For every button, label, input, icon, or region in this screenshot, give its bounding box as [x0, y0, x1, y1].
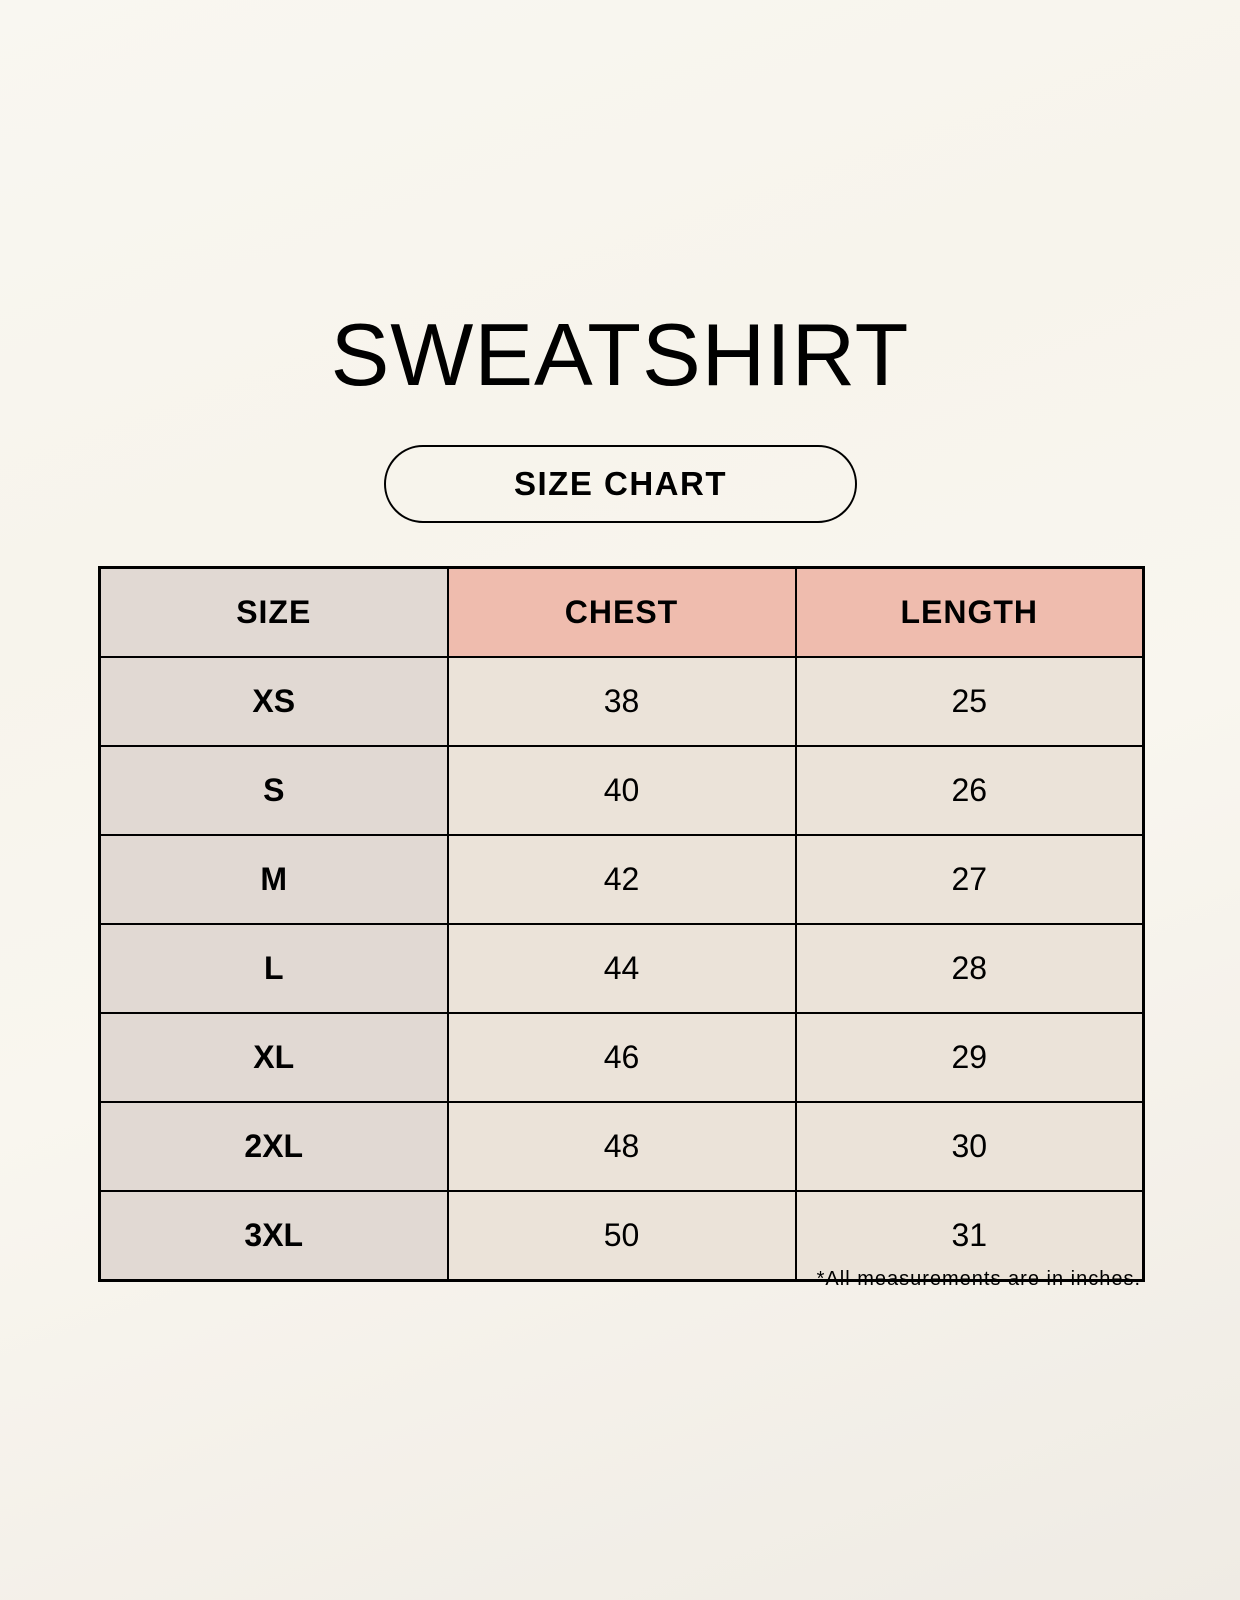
subtitle: SIZE CHART — [514, 465, 727, 502]
cell-chest: 50 — [446, 1190, 797, 1282]
cell-length: 29 — [794, 1012, 1145, 1103]
table-row: XS 38 25 — [98, 656, 1145, 747]
page-title: SWEATSHIRT — [330, 305, 910, 404]
cell-chest: 42 — [446, 834, 797, 925]
header-length: LENGTH — [794, 566, 1145, 658]
cell-chest: 48 — [446, 1101, 797, 1192]
table-row: L 44 28 — [98, 923, 1145, 1014]
footnote: *All measurements are in inches. — [816, 1268, 1141, 1290]
table-row: 2XL 48 30 — [98, 1101, 1145, 1192]
cell-chest: 44 — [446, 923, 797, 1014]
cell-length: 25 — [794, 656, 1145, 747]
header-size: SIZE — [98, 566, 449, 658]
cell-length: 28 — [794, 923, 1145, 1014]
cell-size: L — [98, 923, 449, 1014]
size-chart-label: SIZE CHART — [384, 445, 857, 523]
cell-length: 27 — [794, 834, 1145, 925]
cell-chest: 40 — [446, 745, 797, 836]
table-row: XL 46 29 — [98, 1012, 1145, 1103]
cell-size: XS — [98, 656, 449, 747]
size-table: SIZE CHEST LENGTH XS 38 25 S 40 26 M 42 27 L 44 28 X… — [98, 566, 1145, 1282]
cell-length: 26 — [794, 745, 1145, 836]
cell-chest: 38 — [446, 656, 797, 747]
cell-size: 3XL — [98, 1190, 449, 1282]
table-row: S 40 26 — [98, 745, 1145, 836]
cell-size: S — [98, 745, 449, 836]
header-row: SIZE CHEST LENGTH — [98, 566, 1145, 658]
cell-size: 2XL — [98, 1101, 449, 1192]
cell-size: M — [98, 834, 449, 925]
cell-length: 31 — [794, 1190, 1145, 1282]
cell-length: 30 — [794, 1101, 1145, 1192]
table-row: M 42 27 — [98, 834, 1145, 925]
table-row: 3XL 50 31 — [98, 1190, 1145, 1282]
cell-chest: 46 — [446, 1012, 797, 1103]
header-chest: CHEST — [446, 566, 797, 658]
cell-size: XL — [98, 1012, 449, 1103]
